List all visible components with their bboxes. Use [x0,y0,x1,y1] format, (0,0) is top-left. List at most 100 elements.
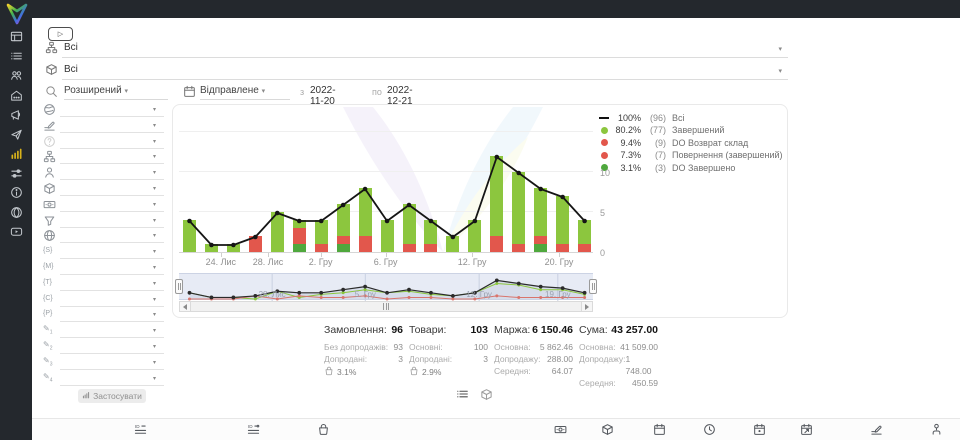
footer-calendar-export-icon[interactable] [800,423,813,441]
filter-row-12[interactable]: {T} ▾ [42,277,164,292]
bar-column[interactable] [490,156,504,252]
bar-column[interactable] [512,172,526,252]
header-filter-row-1[interactable]: Всі ▾ [45,41,788,58]
navigator-right-handle[interactable] [589,279,597,294]
filter-input-underline[interactable] [60,147,164,149]
filter-input-underline[interactable] [60,353,164,354]
bar-column[interactable] [248,236,262,252]
chevron-down-icon[interactable]: ▾ [152,138,156,145]
sidebar-web-globe-icon[interactable] [6,206,26,220]
chevron-down-icon[interactable]: ▾ [778,46,782,53]
filter-row-6[interactable]: ▾ [42,182,164,197]
chevron-down-icon[interactable]: ▾ [152,170,156,177]
chevron-down-icon[interactable]: ▾ [778,68,782,75]
chevron-down-icon[interactable]: ▾ [152,328,156,335]
sidebar-orders-list-icon[interactable] [6,50,26,64]
legend-item[interactable]: 80.2% (77) Завершений [597,125,783,135]
sidebar-info-circle-icon[interactable] [6,186,26,200]
filter-row-15[interactable]: ✎1 ▾ [42,324,164,339]
filter-input-underline[interactable] [60,195,164,196]
bar-column[interactable] [424,220,438,252]
bar-column[interactable] [226,244,240,252]
chart-navigator[interactable]: 28. Лис 5. Гру 12. Гру 19. Гру [179,273,593,301]
chevron-down-icon[interactable]: ▾ [124,88,128,95]
sidebar-promo-megaphone-icon[interactable] [6,108,26,122]
chevron-down-icon[interactable]: ▾ [152,312,156,319]
navigator-scrollbar[interactable] [179,301,593,312]
footer-clock-icon[interactable] [703,423,716,441]
chevron-down-icon[interactable]: ▾ [152,217,156,224]
bar-column[interactable] [314,220,328,252]
chevron-down-icon[interactable]: ▾ [152,201,156,208]
sidebar-analytics-bars-icon[interactable] [6,147,26,161]
calendar-icon[interactable] [183,85,196,101]
filter-row-11[interactable]: {M} ▾ [42,261,164,276]
sidebar-settings-sliders-icon[interactable] [6,167,26,181]
filter-row-18[interactable]: ✎4 ▾ [42,372,164,387]
filter-input-underline[interactable] [60,163,164,165]
view-toggle-package-icon[interactable] [480,388,493,406]
footer-person-hierarchy-icon[interactable] [930,423,943,441]
footer-package-icon[interactable] [601,423,614,441]
filter-input-underline[interactable] [60,305,164,307]
filter-input-underline[interactable] [60,131,164,133]
filter-row-7[interactable]: ▾ [42,198,164,213]
footer-id-secondary-icon[interactable]: ID [247,423,260,441]
bar-column[interactable] [336,204,350,252]
filter-row-2[interactable]: ▾ [42,119,164,134]
bar-column[interactable] [270,212,284,252]
header-filter-row-2[interactable]: Всі ▾ [45,63,788,80]
filter-input-underline[interactable] [60,179,164,181]
play-tour-button[interactable]: ▷ [48,27,73,41]
legend-item[interactable]: 9.4% (9) DO Возврат склад [597,138,783,148]
bar-column[interactable] [358,188,372,252]
filter-input-underline[interactable] [60,337,164,339]
legend-item[interactable]: 3.1% (3) DO Завершено [597,163,783,173]
chevron-down-icon[interactable]: ▾ [152,296,156,303]
search-icon[interactable] [45,85,58,101]
chevron-down-icon[interactable]: ▾ [152,122,156,129]
bar-column[interactable] [446,236,460,252]
chevron-down-icon[interactable]: ▾ [152,359,156,366]
filter-row-8[interactable]: ▾ [42,214,164,229]
filter-input-underline[interactable] [60,368,164,370]
bar-column[interactable] [534,188,548,252]
apply-filters-button[interactable]: Застосувати [78,389,146,403]
chart-plot-area[interactable] [179,111,593,253]
chevron-down-icon[interactable]: ▾ [152,154,156,161]
bar-column[interactable] [402,204,416,252]
chevron-down-icon[interactable]: ▾ [152,280,156,287]
filter-input-underline[interactable] [60,116,164,117]
bar-column[interactable] [204,244,218,252]
chevron-down-icon[interactable]: ▾ [152,233,156,240]
filter-row-5[interactable]: ▾ [42,166,164,181]
legend-item[interactable]: 100% (96) Всі [597,113,783,123]
legend-item[interactable]: 7.3% (7) Повернення (завершений) [597,150,783,160]
filter-input-underline[interactable] [60,321,164,323]
sidebar-video-tutorial-icon[interactable] [6,225,26,239]
chevron-down-icon[interactable]: ▾ [152,375,156,382]
filter-row-3[interactable]: ▾ [42,135,164,150]
footer-basket-icon[interactable] [317,423,330,441]
footer-banknote-icon[interactable] [554,423,567,441]
filter-input-underline[interactable] [60,258,164,260]
filter-input-underline[interactable] [60,274,164,275]
filter-row-9[interactable]: ▾ [42,229,164,244]
footer-calendar-filled-icon[interactable] [753,423,766,441]
chevron-down-icon[interactable]: ▾ [152,249,156,256]
filter-row-16[interactable]: ✎2 ▾ [42,340,164,355]
view-toggle-orders-list-icon[interactable] [456,388,469,406]
scroll-right-button[interactable] [581,302,592,311]
bar-column[interactable] [578,220,592,252]
sidebar-clients-users-icon[interactable] [6,69,26,83]
scrollbar-grip[interactable] [383,303,389,310]
bar-column[interactable] [292,220,306,252]
filter-row-17[interactable]: ✎3 ▾ [42,356,164,371]
filter-input-underline[interactable] [60,210,164,212]
filter-row-1[interactable]: ▾ [42,103,164,118]
filter-row-14[interactable]: {P} ▾ [42,308,164,323]
filter-row-4[interactable]: ▾ [42,150,164,165]
sidebar-warehouse-home-icon[interactable] [6,89,26,103]
filter-input-underline[interactable] [60,289,164,291]
sidebar-dashboard-card-icon[interactable] [6,30,26,44]
